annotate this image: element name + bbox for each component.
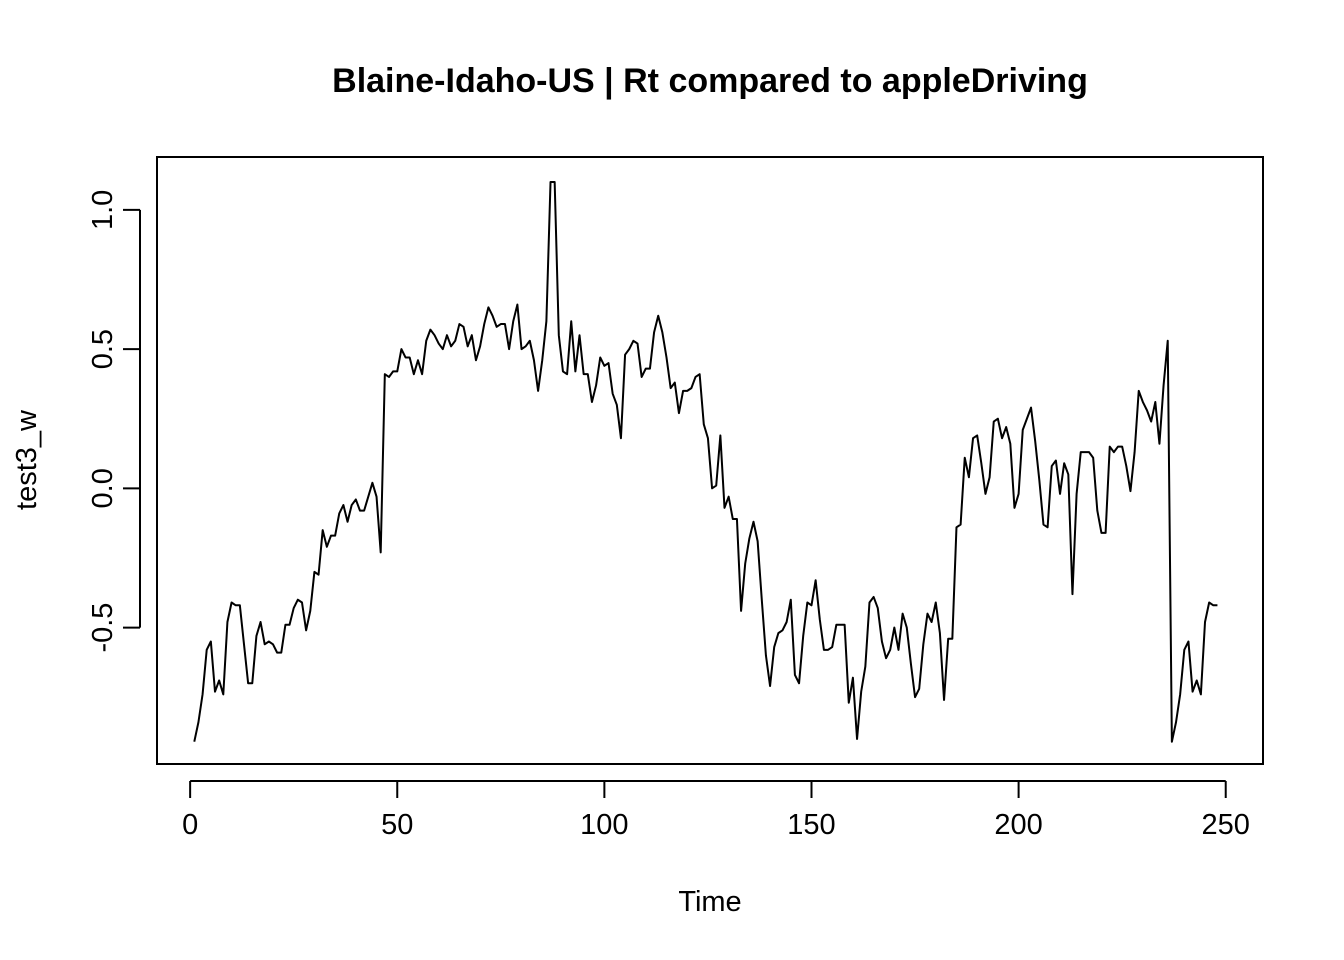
y-tick-label: 1.0 (87, 190, 119, 230)
y-axis: -0.5 0.0 0.5 1.0 (87, 190, 141, 653)
series-line (193, 181, 1218, 743)
y-tick-label: -0.5 (87, 603, 119, 653)
x-tick-label: 0 (182, 809, 198, 841)
chart-title: Blaine-Idaho-US | Rt compared to appleDr… (332, 62, 1088, 100)
y-tick-label: 0.5 (87, 329, 119, 369)
x-tick-label: 50 (381, 809, 413, 841)
y-tick-label: 0.0 (87, 468, 119, 508)
x-axis: 0 50 100 150 200 250 (182, 780, 1250, 841)
x-tick-label: 100 (580, 809, 628, 841)
y-axis-label: test3_w (11, 409, 43, 510)
plot-frame (156, 156, 1264, 765)
x-tick-label: 250 (1202, 809, 1250, 841)
x-tick-label: 200 (994, 809, 1042, 841)
x-tick-label: 150 (787, 809, 835, 841)
x-axis-label: Time (678, 886, 741, 918)
